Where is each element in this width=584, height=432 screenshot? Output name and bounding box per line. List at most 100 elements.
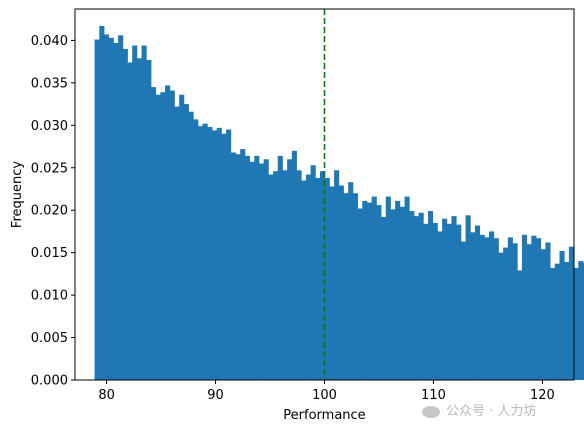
histogram-bar bbox=[296, 170, 302, 380]
histogram-bar bbox=[498, 252, 504, 380]
histogram-bar bbox=[428, 211, 434, 380]
histogram-bar bbox=[315, 177, 321, 380]
histogram-bar bbox=[578, 261, 584, 380]
x-tick-label: 100 bbox=[312, 388, 337, 403]
y-tick-label: 0.000 bbox=[31, 374, 68, 389]
y-tick-label: 0.015 bbox=[31, 246, 68, 261]
histogram-bar bbox=[456, 224, 462, 380]
histogram-bar bbox=[226, 129, 232, 380]
histogram-bar bbox=[310, 165, 316, 380]
histogram-bar bbox=[451, 216, 457, 380]
histogram-bar bbox=[244, 155, 250, 380]
y-tick-label: 0.025 bbox=[31, 161, 68, 176]
histogram-bar bbox=[371, 196, 377, 380]
y-tick-label: 0.020 bbox=[31, 204, 68, 219]
x-axis-label: Performance bbox=[283, 408, 365, 423]
histogram-bar bbox=[507, 237, 513, 380]
histogram-bar bbox=[465, 215, 471, 380]
histogram-bar bbox=[160, 92, 166, 380]
histogram-bar bbox=[207, 127, 213, 380]
histogram-bar bbox=[291, 150, 297, 380]
histogram-bar bbox=[470, 232, 476, 380]
histogram-bar bbox=[230, 152, 236, 380]
histogram-bar bbox=[127, 62, 133, 381]
histogram-bar bbox=[263, 159, 269, 380]
histogram-bar bbox=[221, 133, 227, 380]
histogram-bar bbox=[545, 242, 551, 380]
histogram-bar bbox=[517, 270, 523, 380]
histogram-bar bbox=[404, 196, 410, 380]
histogram-bar bbox=[521, 234, 528, 380]
histogram-bar bbox=[376, 205, 382, 380]
histogram-bar bbox=[437, 231, 443, 380]
histogram-bar bbox=[357, 208, 363, 380]
y-axis-ticks: 0.000 0.005 0.010 0.015 0.020 0.025 0.030 0.035… bbox=[31, 34, 75, 389]
histogram-bar bbox=[254, 155, 260, 380]
histogram-bar bbox=[329, 186, 335, 380]
histogram-bar bbox=[258, 163, 265, 380]
histogram-bar bbox=[568, 246, 574, 380]
histogram-bar bbox=[352, 193, 358, 380]
histogram-bar bbox=[334, 170, 340, 380]
histogram-bar bbox=[141, 45, 147, 380]
histogram-bar bbox=[503, 247, 509, 380]
histogram-bar bbox=[531, 235, 537, 380]
histogram-bar bbox=[273, 171, 279, 380]
histogram-bar bbox=[536, 238, 542, 380]
histogram-bar bbox=[249, 161, 255, 380]
histogram-bar bbox=[188, 111, 194, 380]
histogram-bar bbox=[136, 58, 142, 381]
histogram-bar bbox=[540, 249, 546, 380]
histogram-bar bbox=[216, 127, 222, 380]
histogram-bar bbox=[442, 218, 448, 380]
histogram-bar bbox=[385, 196, 391, 380]
histogram-bar bbox=[409, 211, 415, 380]
x-tick-label: 120 bbox=[530, 388, 555, 403]
watermark-text: 公众号 · 人力坊 bbox=[446, 404, 537, 419]
histogram-bar bbox=[155, 94, 161, 380]
histogram-bar bbox=[484, 237, 490, 380]
x-axis-ticks: 80 90 100 110 120 bbox=[98, 380, 555, 403]
wechat-icon bbox=[422, 405, 440, 418]
histogram-bar bbox=[343, 193, 349, 380]
histogram-bar bbox=[99, 25, 105, 380]
histogram-bar bbox=[418, 212, 424, 380]
histogram-bar bbox=[174, 106, 180, 380]
histogram-bar bbox=[132, 45, 138, 380]
y-tick-label: 0.030 bbox=[31, 119, 68, 134]
histogram-bar bbox=[277, 155, 283, 380]
histogram-bar bbox=[493, 238, 499, 380]
histogram-bar bbox=[526, 244, 532, 380]
histogram-bar bbox=[169, 90, 175, 380]
histogram-bar bbox=[197, 126, 204, 380]
histogram-bar bbox=[573, 267, 579, 380]
histogram-bar bbox=[301, 180, 307, 380]
y-tick-label: 0.010 bbox=[31, 289, 68, 304]
histogram-bar bbox=[381, 217, 387, 380]
x-tick-label: 110 bbox=[421, 388, 446, 403]
histogram-bar bbox=[446, 223, 452, 380]
histogram-bar bbox=[423, 223, 429, 380]
x-tick-label: 80 bbox=[98, 388, 115, 403]
watermark: 公众号 · 人力坊 bbox=[422, 400, 536, 419]
histogram-bar bbox=[113, 42, 119, 381]
y-axis-label: Frequency bbox=[10, 161, 25, 228]
histogram-bar bbox=[432, 222, 438, 380]
histogram-bar bbox=[479, 234, 485, 380]
histogram-bar bbox=[564, 261, 570, 380]
histogram-bar bbox=[202, 123, 208, 381]
histogram-bar bbox=[550, 267, 556, 380]
histogram-bar bbox=[460, 241, 466, 380]
plot-frame bbox=[74, 8, 575, 381]
histogram-bar bbox=[395, 200, 401, 380]
histogram-bar bbox=[489, 231, 495, 380]
histogram-bar bbox=[554, 263, 560, 380]
histogram-bar bbox=[559, 250, 565, 380]
histogram-bar bbox=[165, 85, 171, 380]
histogram-bar bbox=[183, 104, 189, 380]
histogram-bar bbox=[282, 170, 288, 380]
histogram-bar bbox=[348, 182, 354, 380]
histogram-bar bbox=[366, 202, 373, 380]
y-tick-label: 0.005 bbox=[31, 331, 68, 346]
